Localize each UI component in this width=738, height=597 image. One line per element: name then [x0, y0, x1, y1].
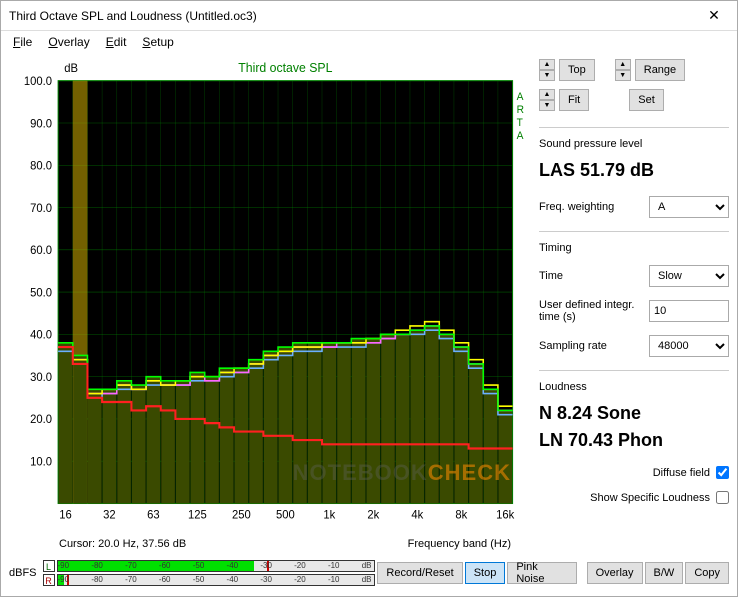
top-up-icon[interactable]: ▲ [539, 59, 555, 70]
svg-text:dB: dB [64, 63, 78, 75]
meter-l-label: L [43, 560, 55, 572]
svg-text:T: T [517, 117, 524, 129]
close-icon[interactable]: ✕ [699, 7, 729, 24]
svg-text:4k: 4k [411, 509, 423, 521]
loudness-label: Loudness [539, 381, 729, 393]
svg-text:70.0: 70.0 [30, 203, 52, 215]
svg-text:500: 500 [276, 509, 295, 521]
time-select[interactable]: Slow [649, 265, 729, 287]
svg-text:250: 250 [232, 509, 251, 521]
menu-edit[interactable]: Edit [100, 33, 133, 51]
range-button[interactable]: Range [635, 59, 685, 81]
spl-value: LAS 51.79 dB [539, 160, 729, 181]
integ-time-input[interactable] [649, 300, 729, 322]
phon-value: LN 70.43 Phon [539, 430, 729, 451]
range-down-icon[interactable]: ▼ [615, 70, 631, 81]
svg-text:16: 16 [59, 509, 72, 521]
cursor-label: Cursor: [59, 538, 95, 550]
menu-file[interactable]: File [7, 33, 38, 51]
svg-text:80.0: 80.0 [30, 160, 52, 172]
sone-value: N 8.24 Sone [539, 403, 729, 424]
svg-text:16k: 16k [496, 509, 514, 521]
set-button[interactable]: Set [629, 89, 664, 111]
menu-overlay[interactable]: Overlay [42, 33, 95, 51]
dbfs-label: dBFS [9, 567, 37, 579]
spl-label: Sound pressure level [539, 138, 729, 150]
svg-text:32: 32 [103, 509, 116, 521]
svg-text:100.0: 100.0 [24, 76, 52, 88]
fit-up-icon[interactable]: ▲ [539, 89, 555, 100]
freq-weighting-select[interactable]: A [649, 196, 729, 218]
svg-text:A: A [517, 91, 524, 103]
svg-text:50.0: 50.0 [30, 287, 52, 299]
svg-text:10.0: 10.0 [30, 456, 52, 468]
svg-text:Third octave SPL: Third octave SPL [238, 61, 332, 75]
meter-r-label: R [43, 574, 55, 586]
specific-loudness-checkbox[interactable] [716, 491, 729, 504]
svg-text:8k: 8k [455, 509, 467, 521]
timing-label: Timing [539, 242, 729, 254]
menubar: File Overlay Edit Setup [1, 31, 737, 53]
svg-text:20.0: 20.0 [30, 414, 52, 426]
svg-text:125: 125 [188, 509, 207, 521]
bw-button[interactable]: B/W [645, 562, 684, 584]
time-label: Time [539, 270, 649, 282]
integ-time-label: User defined integr. time (s) [539, 299, 649, 323]
svg-text:63: 63 [147, 509, 160, 521]
meter-l: -90-80-70-60-50-40-30-20-10dB [57, 560, 376, 572]
diffuse-field-label: Diffuse field [653, 467, 710, 479]
svg-text:1k: 1k [323, 509, 335, 521]
x-axis-label: Frequency band (Hz) [408, 538, 511, 550]
sampling-rate-label: Sampling rate [539, 340, 649, 352]
top-down-icon[interactable]: ▼ [539, 70, 555, 81]
cursor-value: 20.0 Hz, 37.56 dB [98, 538, 186, 550]
pink-noise-button[interactable]: Pink Noise [507, 562, 576, 584]
svg-text:40.0: 40.0 [30, 329, 52, 341]
svg-text:30.0: 30.0 [30, 372, 52, 384]
sampling-rate-select[interactable]: 48000 [649, 335, 729, 357]
stop-button[interactable]: Stop [465, 562, 506, 584]
meter-r: -90-80-70-60-50-40-30-20-10dB [57, 574, 376, 586]
svg-text:60.0: 60.0 [30, 245, 52, 257]
overlay-button[interactable]: Overlay [587, 562, 643, 584]
copy-button[interactable]: Copy [685, 562, 729, 584]
svg-text:A: A [517, 130, 524, 142]
fit-down-icon[interactable]: ▼ [539, 100, 555, 111]
diffuse-field-checkbox[interactable] [716, 466, 729, 479]
level-meters: L -90-80-70-60-50-40-30-20-10dB R -90-80… [43, 558, 376, 588]
record-reset-button[interactable]: Record/Reset [377, 562, 462, 584]
menu-setup[interactable]: Setup [136, 33, 179, 51]
svg-text:R: R [517, 104, 525, 116]
top-button[interactable]: Top [559, 59, 595, 81]
svg-text:2k: 2k [367, 509, 379, 521]
freq-weighting-label: Freq. weighting [539, 201, 649, 213]
specific-loudness-label: Show Specific Loudness [590, 492, 710, 504]
fit-button[interactable]: Fit [559, 89, 589, 111]
range-up-icon[interactable]: ▲ [615, 59, 631, 70]
window-title: Third Octave SPL and Loudness (Untitled.… [9, 9, 699, 23]
spl-chart[interactable]: 10.0 20.0 30.0 40.0 50.0 60.0 70.0 80.0 90.0 100.… [9, 59, 531, 536]
svg-text:90.0: 90.0 [30, 118, 52, 130]
